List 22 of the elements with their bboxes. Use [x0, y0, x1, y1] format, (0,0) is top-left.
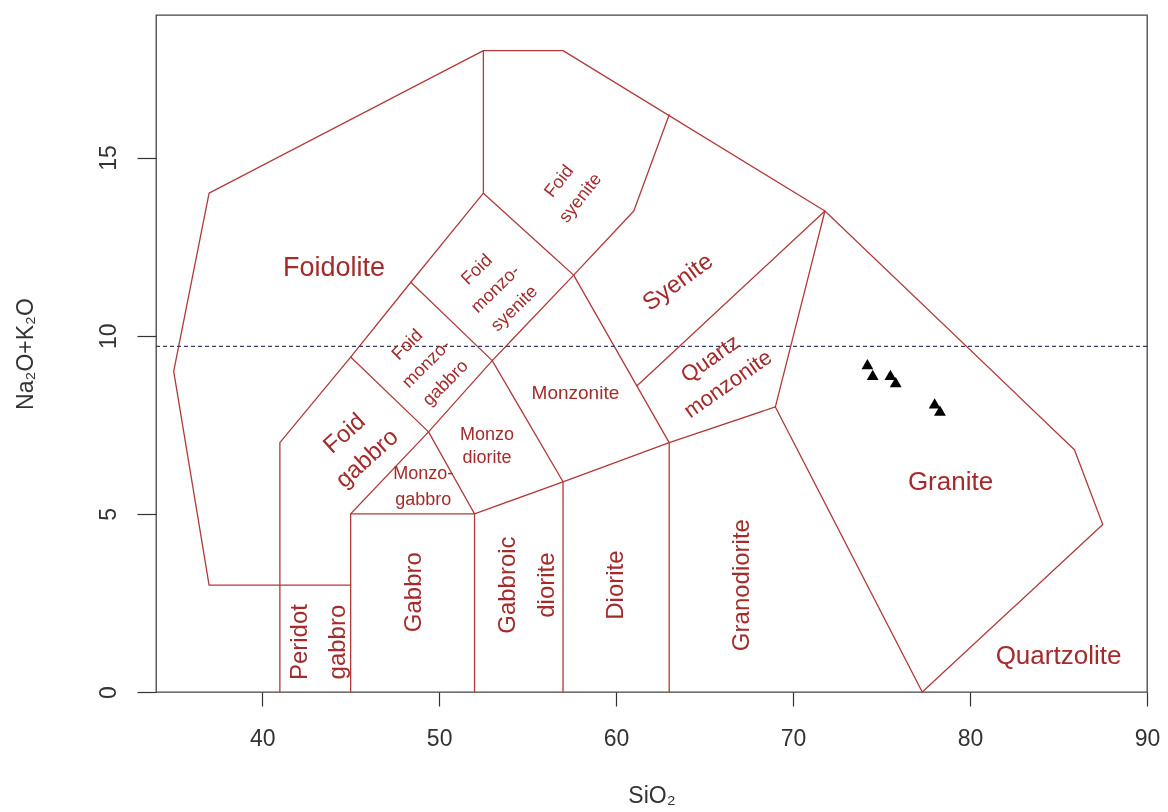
x-tick-label: 80 — [957, 724, 984, 751]
x-tick-label: 40 — [249, 724, 276, 751]
annotation: Monzonite — [531, 381, 620, 403]
x-axis-title: SiO₂ — [628, 782, 676, 809]
x-tick-label: 70 — [780, 724, 807, 751]
annotation: Granodiorite — [726, 519, 754, 652]
y-tick-label: 10 — [94, 323, 121, 349]
annotation: Foidolite — [282, 252, 386, 282]
y-tick-label: 0 — [94, 686, 121, 699]
annotation: Gabbro — [399, 552, 427, 633]
x-tick-label: 90 — [1134, 724, 1161, 751]
annotation: Granite — [907, 465, 994, 496]
y-axis-title: Na₂O+K₂O — [11, 298, 38, 410]
y-tick-label: 15 — [94, 145, 121, 171]
annotation: Quartzolite — [995, 640, 1122, 671]
x-tick-label: 60 — [603, 724, 630, 751]
x-tick-label: 50 — [426, 724, 453, 751]
annotation: Peridot gabbro — [284, 603, 350, 681]
annotation: Monzo diorite — [459, 423, 514, 467]
annotation: Diorite — [601, 550, 629, 620]
annotation: Gabbroic diorite — [493, 536, 559, 634]
y-tick-label: 5 — [94, 507, 121, 521]
